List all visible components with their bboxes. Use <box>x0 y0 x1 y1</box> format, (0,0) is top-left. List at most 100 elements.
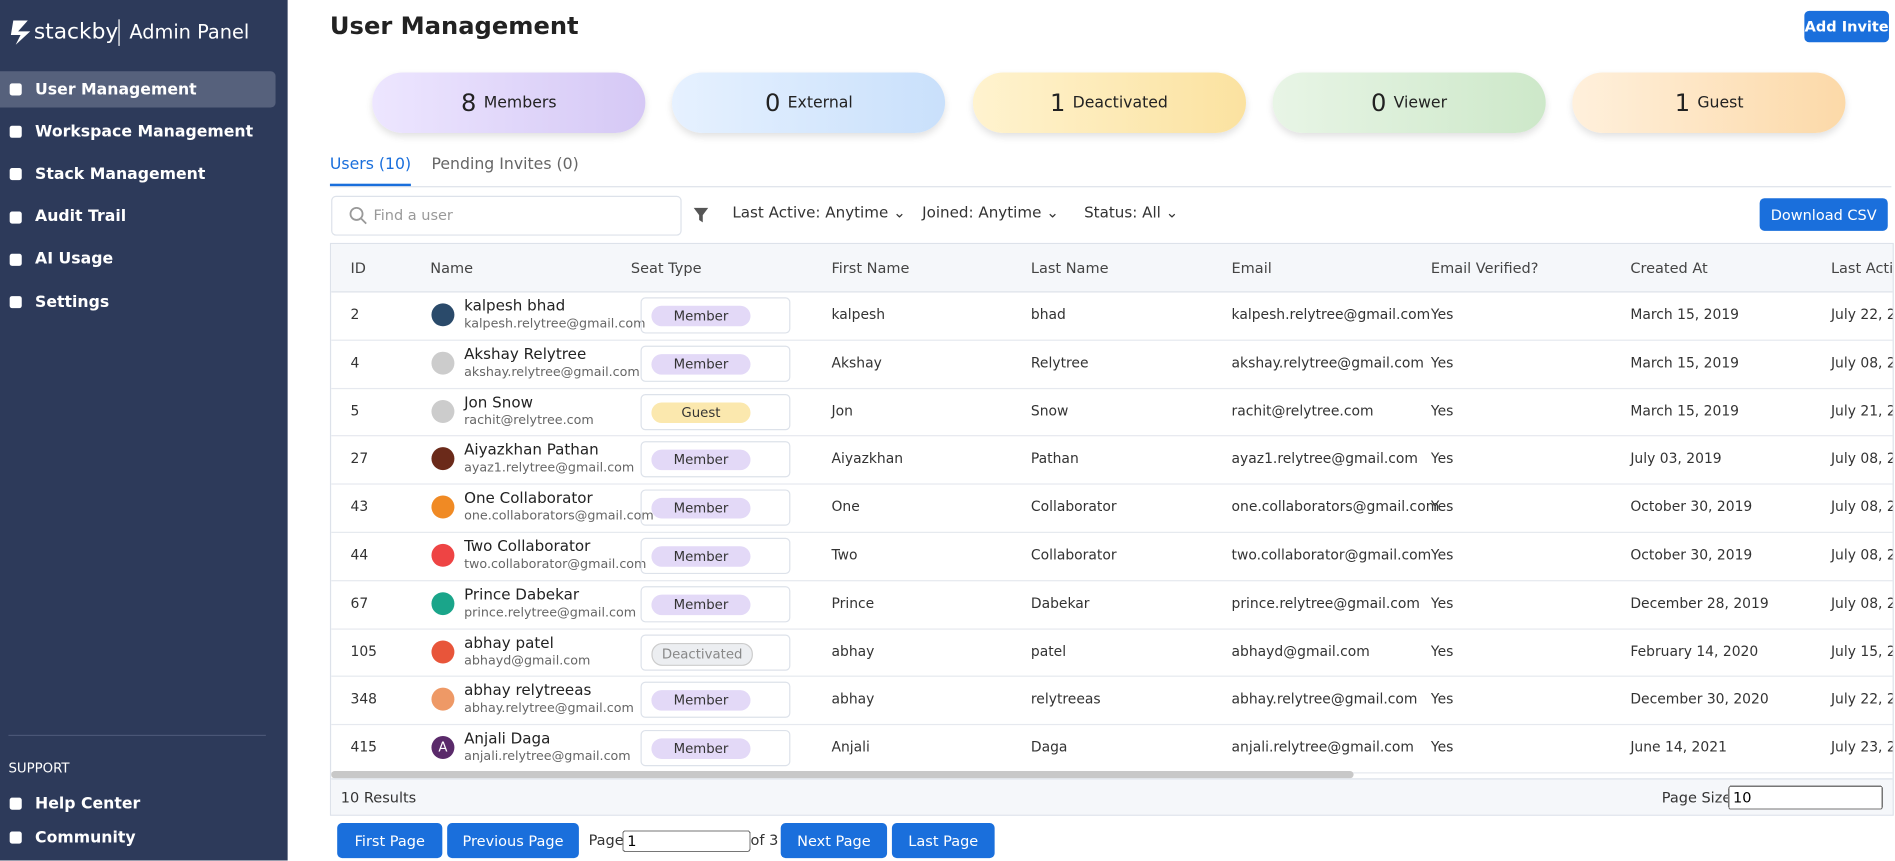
nav-label: User Management <box>35 80 197 99</box>
previous-page-button[interactable]: Previous Page <box>447 823 579 859</box>
download-csv-button[interactable]: Download CSV <box>1759 198 1888 231</box>
cell-first: abhay <box>831 642 875 660</box>
cell-first: Two <box>831 546 858 564</box>
table-row[interactable]: 43 One Collaborator one.collaborators@gmail… <box>331 484 1893 533</box>
user-email: one.collaborators@gmail.com <box>464 509 654 524</box>
table-row[interactable]: 105 abhay patel abhayd@gmail.com Yes February… <box>331 628 1893 678</box>
user-name: Anjali Daga <box>464 728 551 748</box>
label: Joined: <box>922 203 974 222</box>
seat-box[interactable]: Member <box>640 585 791 623</box>
cell-first: Prince <box>831 594 875 612</box>
seat-badge: Guest <box>651 401 751 423</box>
cell-active: July 08, 20 <box>1830 498 1893 516</box>
avatar <box>431 640 455 664</box>
page-size-input[interactable] <box>1728 785 1883 810</box>
cell-verified: Yes <box>1430 738 1454 756</box>
last-page-button[interactable]: Last Page <box>891 823 995 859</box>
nav-icon <box>9 296 22 309</box>
filter-icon[interactable] <box>692 207 709 224</box>
next-page-button[interactable]: Next Page <box>780 823 888 859</box>
cell-id: 5 <box>350 401 360 419</box>
column-header: First Name <box>831 259 910 277</box>
cell-last: Snow <box>1030 401 1069 419</box>
cell-email: akshay.relytree@gmail.com <box>1231 353 1424 371</box>
nav-item[interactable]: AI Usage <box>0 241 276 277</box>
page-input[interactable] <box>622 830 751 853</box>
nav-item[interactable]: Stack Management <box>0 156 276 192</box>
seat-badge: Member <box>651 594 751 615</box>
nav-item[interactable]: User Management <box>0 71 276 108</box>
user-name: One Collaborator <box>464 488 593 507</box>
support-item[interactable]: Help Center <box>0 786 276 822</box>
stat-pill: 0 Viewer <box>1272 72 1546 133</box>
nav-item[interactable]: Workspace Management <box>0 114 276 150</box>
scrollbar[interactable] <box>331 771 1354 779</box>
seat-box[interactable]: Member <box>640 730 791 767</box>
table-row[interactable]: 5 Jon Snow rachit@relytree.com Yes March 15, … <box>331 387 1893 437</box>
seat-box[interactable]: Member <box>640 345 791 382</box>
tab-users[interactable]: Users (10) <box>329 156 412 187</box>
seat-badge: Member <box>651 738 751 760</box>
seat-box[interactable]: Member <box>640 441 791 478</box>
cell-email: prince.relytree@gmail.com <box>1231 594 1420 612</box>
user-email: ayaz1.relytree@gmail.com <box>464 460 635 476</box>
cell-first: Anjali <box>831 738 870 756</box>
search-icon <box>349 206 367 225</box>
stat-pill: 1 Guest <box>1572 72 1846 133</box>
seat-box[interactable]: Guest <box>640 393 791 430</box>
stat-count: 1 <box>1049 88 1066 118</box>
cell-created: July 03, 2019 <box>1630 450 1722 467</box>
support-label: Community <box>35 828 136 847</box>
add-invite-button[interactable]: Add Invite <box>1804 10 1889 43</box>
table-row[interactable]: 2 kalpesh bhad kalpesh.relytree@gmail.com Ye… <box>331 291 1893 341</box>
cell-created: March 15, 2019 <box>1630 401 1740 419</box>
seat-box[interactable]: Member <box>640 537 791 575</box>
nav-label: Workspace Management <box>35 122 254 142</box>
cell-active: July 08, 20 <box>1830 353 1893 371</box>
seat-badge: Deactivated <box>651 642 753 666</box>
nav-icon <box>9 211 22 224</box>
cell-active: July 23, 20 <box>1830 738 1893 756</box>
cell-first: abhay <box>831 690 875 708</box>
nav-item[interactable]: Audit Trail <box>0 199 276 235</box>
avatar <box>431 543 455 567</box>
table-header: ID Name Seat Type First Name Last Name Email E… <box>331 244 1893 293</box>
seat-box[interactable]: Deactivated <box>640 633 791 671</box>
cell-email: abhayd@gmail.com <box>1231 642 1370 660</box>
support-heading: SUPPORT <box>8 760 70 776</box>
cell-created: February 14, 2020 <box>1630 642 1759 660</box>
nav-item[interactable]: Settings <box>0 284 276 320</box>
search-box[interactable]: Find a user <box>331 195 682 236</box>
table-row[interactable]: 4 Akshay Relytree akshay.relytree@gmail.com… <box>331 339 1893 389</box>
last-active-filter[interactable]: Last Active: Anytime ⌄ <box>732 203 906 222</box>
divider <box>8 734 266 737</box>
table-row[interactable]: 67 Prince Dabekar prince.relytree@gmail.com… <box>331 580 1893 630</box>
seat-box[interactable]: Member <box>640 297 791 334</box>
table-row[interactable]: 27 Aiyazkhan Pathan ayaz1.relytree@gmail.co… <box>331 436 1893 485</box>
page-size-label: Page Size: <box>1661 789 1737 807</box>
status-filter[interactable]: Status: All ⌄ <box>1084 203 1179 222</box>
seat-box[interactable]: Member <box>640 682 791 719</box>
user-email: abhay.relytree@gmail.com <box>464 701 634 716</box>
cell-verified: Yes <box>1430 642 1454 660</box>
table-row[interactable]: 415 Anjali Daga anjali.relytree@gmail.com Ye… <box>331 724 1893 774</box>
seat-badge: Member <box>651 498 751 519</box>
stat-label: Deactivated <box>1072 93 1168 112</box>
page-title: User Management <box>329 10 579 40</box>
cell-verified: Yes <box>1430 546 1454 564</box>
stat-count: 8 <box>461 88 477 118</box>
value: All <box>1142 203 1161 222</box>
cell-last: bhad <box>1030 305 1066 323</box>
seat-box[interactable]: Member <box>640 489 791 526</box>
nav-icon <box>9 83 22 96</box>
user-name: Prince Dabekar <box>464 584 580 603</box>
tab-invites[interactable]: Pending Invites (0) <box>431 155 579 175</box>
table-row[interactable]: 348 abhay relytreeas abhay.relytree@gmail.c… <box>331 676 1893 726</box>
joined-filter[interactable]: Joined: Anytime ⌄ <box>922 203 1059 222</box>
support-item[interactable]: Community <box>0 819 276 855</box>
table-row[interactable]: 44 Two Collaborator two.collaborator@gmail.… <box>331 532 1893 582</box>
cell-email: kalpesh.relytree@gmail.com <box>1231 305 1431 323</box>
first-page-button[interactable]: First Page <box>337 823 443 859</box>
